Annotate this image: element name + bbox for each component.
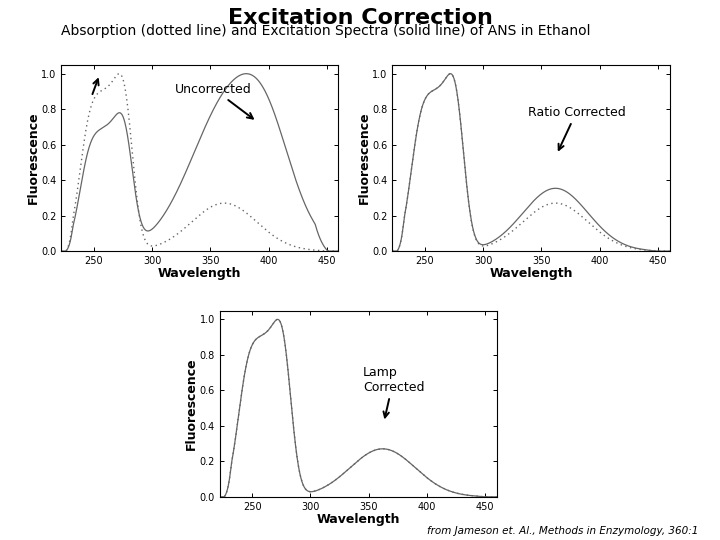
Text: Excitation Correction: Excitation Correction: [228, 8, 492, 28]
X-axis label: Wavelength: Wavelength: [158, 267, 241, 280]
Y-axis label: Fluorescence: Fluorescence: [27, 112, 40, 204]
Text: Uncorrected: Uncorrected: [176, 83, 253, 119]
X-axis label: Wavelength: Wavelength: [317, 513, 400, 526]
X-axis label: Wavelength: Wavelength: [490, 267, 572, 280]
Y-axis label: Fluorescence: Fluorescence: [185, 357, 198, 450]
Text: Absorption (dotted line) and Excitation Spectra (solid line) of ANS in Ethanol: Absorption (dotted line) and Excitation …: [61, 24, 590, 38]
Y-axis label: Fluorescence: Fluorescence: [358, 112, 371, 204]
Text: Lamp
Corrected: Lamp Corrected: [363, 366, 424, 417]
Text: Ratio Corrected: Ratio Corrected: [528, 106, 625, 150]
Text: from Jameson et. Al., Methods in Enzymology, 360:1: from Jameson et. Al., Methods in Enzymol…: [427, 525, 698, 536]
